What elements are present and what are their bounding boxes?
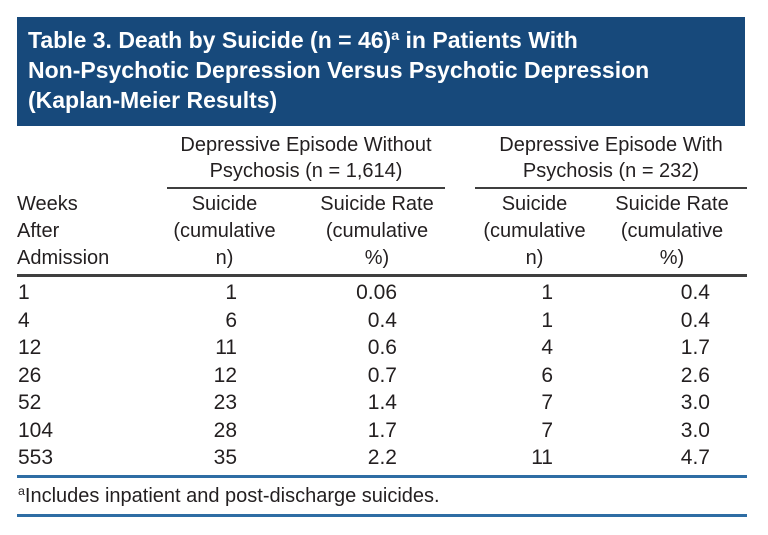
header-line: Suicide Rate — [320, 193, 434, 215]
column-header-row: Weeks After Admission Suicide (cumulativ… — [17, 189, 747, 277]
cell-suicide-n-with: 1 — [541, 308, 553, 332]
table-title-line-1: Table 3. Death by Suicide (n = 46)a in P… — [28, 25, 737, 55]
weeks-header-line3: Admission — [17, 247, 110, 269]
group1-line2: Psychosis (n = 1,614) — [209, 160, 403, 182]
table-row: 553 35 2.2 11 4.7 — [17, 444, 747, 472]
header-line: (cumulative — [325, 220, 429, 242]
cell-weeks: 26 — [18, 363, 42, 387]
table-row: 104 28 1.7 7 3.0 — [17, 417, 747, 445]
cell-suicide-rate-without: 1.4 — [367, 391, 397, 414]
header-line: %) — [364, 247, 390, 269]
cell-suicide-n-without: 28 — [213, 418, 237, 442]
table-row: 12 11 0.6 4 1.7 — [17, 334, 747, 362]
col-header-weeks-after-admission: Weeks After Admission — [17, 191, 167, 272]
cell-suicide-rate-without: 0.6 — [367, 336, 397, 359]
cell-suicide-n-with: 1 — [541, 281, 553, 304]
cell-suicide-rate-without: 0.7 — [367, 363, 397, 387]
cell-suicide-rate-with: 0.4 — [680, 308, 710, 332]
cell-suicide-n-without: 12 — [213, 363, 237, 387]
cell-suicide-n-without: 11 — [215, 336, 237, 359]
cell-suicide-rate-without: 1.7 — [367, 418, 397, 442]
cell-weeks: 553 — [18, 446, 54, 469]
header-line: %) — [659, 247, 685, 269]
kaplan-meier-table: Depressive Episode Without Psychosis (n … — [17, 132, 747, 517]
cell-suicide-rate-with: 4.7 — [680, 446, 710, 469]
table-title-line-3: (Kaplan-Meier Results) — [28, 87, 278, 113]
cell-suicide-n-with: 11 — [531, 446, 553, 469]
column-group-header-with-psychosis: Depressive Episode With Psychosis (n = 2… — [475, 132, 747, 189]
weeks-header-line1: Weeks — [17, 193, 78, 215]
footnote: aIncludes inpatient and post-discharge s… — [17, 478, 747, 514]
table-title-line1-text: Table 3. Death by Suicide (n = 46) — [28, 27, 392, 53]
group1-line1: Depressive Episode Without — [180, 134, 432, 156]
footnote-text: Includes inpatient and post-discharge su… — [24, 484, 440, 507]
footnote-marker: a — [18, 483, 25, 498]
cell-weeks: 12 — [18, 336, 42, 359]
cell-weeks: 4 — [18, 308, 30, 332]
header-line: n) — [215, 247, 234, 269]
header-line: Suicide — [501, 193, 568, 215]
cell-weeks: 52 — [18, 391, 42, 414]
group2-line2: Psychosis (n = 232) — [522, 160, 700, 182]
table-row: 26 12 0.7 6 2.6 — [17, 362, 747, 390]
col-header-suicide-n-without: Suicide (cumulative n) — [167, 191, 282, 272]
cell-suicide-rate-without: 0.4 — [367, 308, 397, 332]
cell-suicide-n-without: 35 — [213, 446, 237, 469]
cell-suicide-rate-with: 0.4 — [680, 281, 710, 304]
cell-suicide-n-without: 6 — [225, 308, 237, 332]
column-group-header-row: Depressive Episode Without Psychosis (n … — [17, 132, 747, 189]
cell-suicide-rate-with: 3.0 — [680, 418, 710, 442]
header-line: (cumulative — [620, 220, 724, 242]
table-title-line1-cont: in Patients With — [399, 27, 578, 53]
group2-line1: Depressive Episode With — [499, 134, 723, 156]
header-line: Suicide Rate — [615, 193, 729, 215]
table-row: 1 1 0.06 1 0.4 — [17, 279, 747, 307]
cell-suicide-n-with: 6 — [541, 363, 553, 387]
table-title-bar: Table 3. Death by Suicide (n = 46)a in P… — [17, 17, 745, 126]
header-line: (cumulative — [173, 220, 276, 242]
cell-suicide-n-with: 4 — [541, 336, 553, 359]
column-group-header-without-psychosis: Depressive Episode Without Psychosis (n … — [167, 132, 445, 189]
col-header-suicide-rate-with: Suicide Rate (cumulative %) — [597, 191, 747, 272]
cell-weeks: 104 — [18, 418, 54, 442]
header-line: n) — [525, 247, 544, 269]
col-header-suicide-n-with: Suicide (cumulative n) — [472, 191, 597, 272]
col-header-suicide-rate-without: Suicide Rate (cumulative %) — [282, 191, 472, 272]
table-row: 4 6 0.4 1 0.4 — [17, 307, 747, 335]
cell-suicide-rate-without: 2.2 — [367, 446, 397, 469]
group-header-spacer — [17, 132, 167, 189]
cell-suicide-n-without: 1 — [225, 281, 237, 304]
divider-above-footnote — [17, 474, 747, 478]
weeks-header-line2: After — [17, 220, 60, 242]
cell-suicide-rate-without: 0.06 — [356, 281, 397, 304]
header-line: Suicide — [191, 193, 258, 215]
cell-suicide-n-with: 7 — [541, 418, 553, 442]
cell-suicide-rate-with: 3.0 — [680, 391, 710, 414]
header-line: (cumulative — [483, 220, 586, 242]
cell-suicide-n-with: 7 — [541, 391, 553, 414]
cell-suicide-n-without: 23 — [213, 391, 237, 414]
cell-suicide-rate-with: 2.6 — [680, 363, 710, 387]
table-body: 1 1 0.06 1 0.4 4 6 0.4 1 0.4 12 11 0.6 4… — [17, 277, 747, 472]
title-footnote-marker: a — [391, 28, 400, 45]
table-row: 52 23 1.4 7 3.0 — [17, 389, 747, 417]
table-title-line-2: Non-Psychotic Depression Versus Psychoti… — [28, 57, 650, 83]
cell-weeks: 1 — [18, 281, 30, 304]
divider-below-footnote — [17, 513, 747, 517]
cell-suicide-rate-with: 1.7 — [680, 336, 710, 359]
